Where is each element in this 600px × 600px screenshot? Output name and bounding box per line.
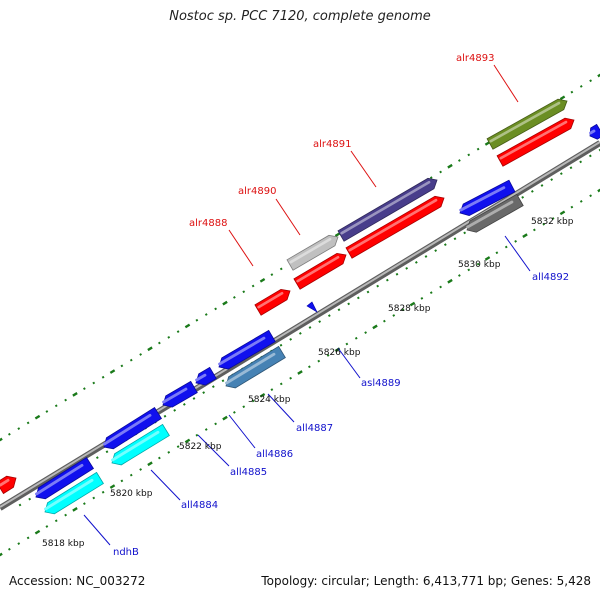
gene-label-all4884[interactable]: all4884	[181, 500, 218, 511]
gene-ndhB[interactable]	[44, 471, 104, 515]
gene-all4887[interactable]	[225, 345, 286, 389]
gene-unlabeled-gene[interactable]	[0, 475, 17, 495]
kbp-label: 5824 kbp	[248, 395, 291, 405]
kbp-label: 5822 kbp	[179, 442, 222, 452]
gene-label-ndhB[interactable]: ndhB	[113, 547, 139, 558]
gene-label-alr4893[interactable]: alr4893	[456, 53, 494, 64]
kbp-scale-labels: 5818 kbp 5820 kbp 5822 kbp 5824 kbp 5826 kbp…	[42, 217, 574, 549]
genome-backbone	[0, 140, 600, 511]
gene-unlabeled-gene[interactable]	[589, 123, 600, 140]
gene-unlabeled-gene[interactable]	[486, 98, 568, 150]
gene-label-alr4891[interactable]: alr4891	[313, 139, 351, 150]
gene-features[interactable]	[0, 98, 600, 515]
gene-asl4889[interactable]	[306, 301, 318, 313]
kbp-label: 5828 kbp	[388, 304, 431, 314]
gene-unlabeled-gene[interactable]	[35, 456, 95, 500]
gene-all4886[interactable]	[195, 366, 217, 386]
gene-all4885[interactable]	[162, 380, 198, 408]
gene-label-alr4888[interactable]: alr4888	[189, 218, 227, 229]
gene-unlabeled-gene[interactable]	[218, 329, 276, 370]
gene-labels: ndhB all4884 all4885 all4886 all4887 asl4889 a…	[113, 53, 569, 558]
gene-alr4888[interactable]	[254, 288, 291, 316]
kbp-label: 5826 kbp	[318, 348, 361, 358]
label-leader-lines	[83, 64, 531, 546]
kbp-label: 5830 kbp	[458, 260, 501, 270]
kbp-label: 5818 kbp	[42, 539, 85, 549]
gene-unlabeled-gene[interactable]	[337, 177, 438, 242]
gene-alr4891[interactable]	[345, 195, 445, 259]
gene-unlabeled-gene[interactable]	[286, 234, 339, 271]
gene-unlabeled-gene[interactable]	[466, 193, 524, 233]
kbp-label: 5820 kbp	[110, 489, 153, 499]
gene-unlabeled-gene[interactable]	[103, 406, 163, 450]
gene-all4884[interactable]	[111, 423, 170, 466]
kbp-label: 5832 kbp	[531, 217, 574, 227]
gene-all4892[interactable]	[459, 179, 516, 216]
accession-label: Accession: NC_003272	[9, 574, 146, 588]
gene-label-all4885[interactable]: all4885	[230, 467, 267, 478]
map-title: Nostoc sp. PCC 7120, complete genome	[169, 9, 431, 24]
gene-label-alr4890[interactable]: alr4890	[238, 186, 276, 197]
gene-alr4890[interactable]	[293, 252, 347, 290]
gene-label-all4886[interactable]: all4886	[256, 449, 293, 460]
gene-alr4893[interactable]	[496, 117, 575, 167]
gene-label-asl4889[interactable]: asl4889	[361, 378, 401, 389]
gene-label-all4887[interactable]: all4887	[296, 423, 333, 434]
genome-summary: Topology: circular; Length: 6,413,771 bp…	[261, 574, 591, 588]
gene-label-all4892[interactable]: all4892	[532, 272, 569, 283]
